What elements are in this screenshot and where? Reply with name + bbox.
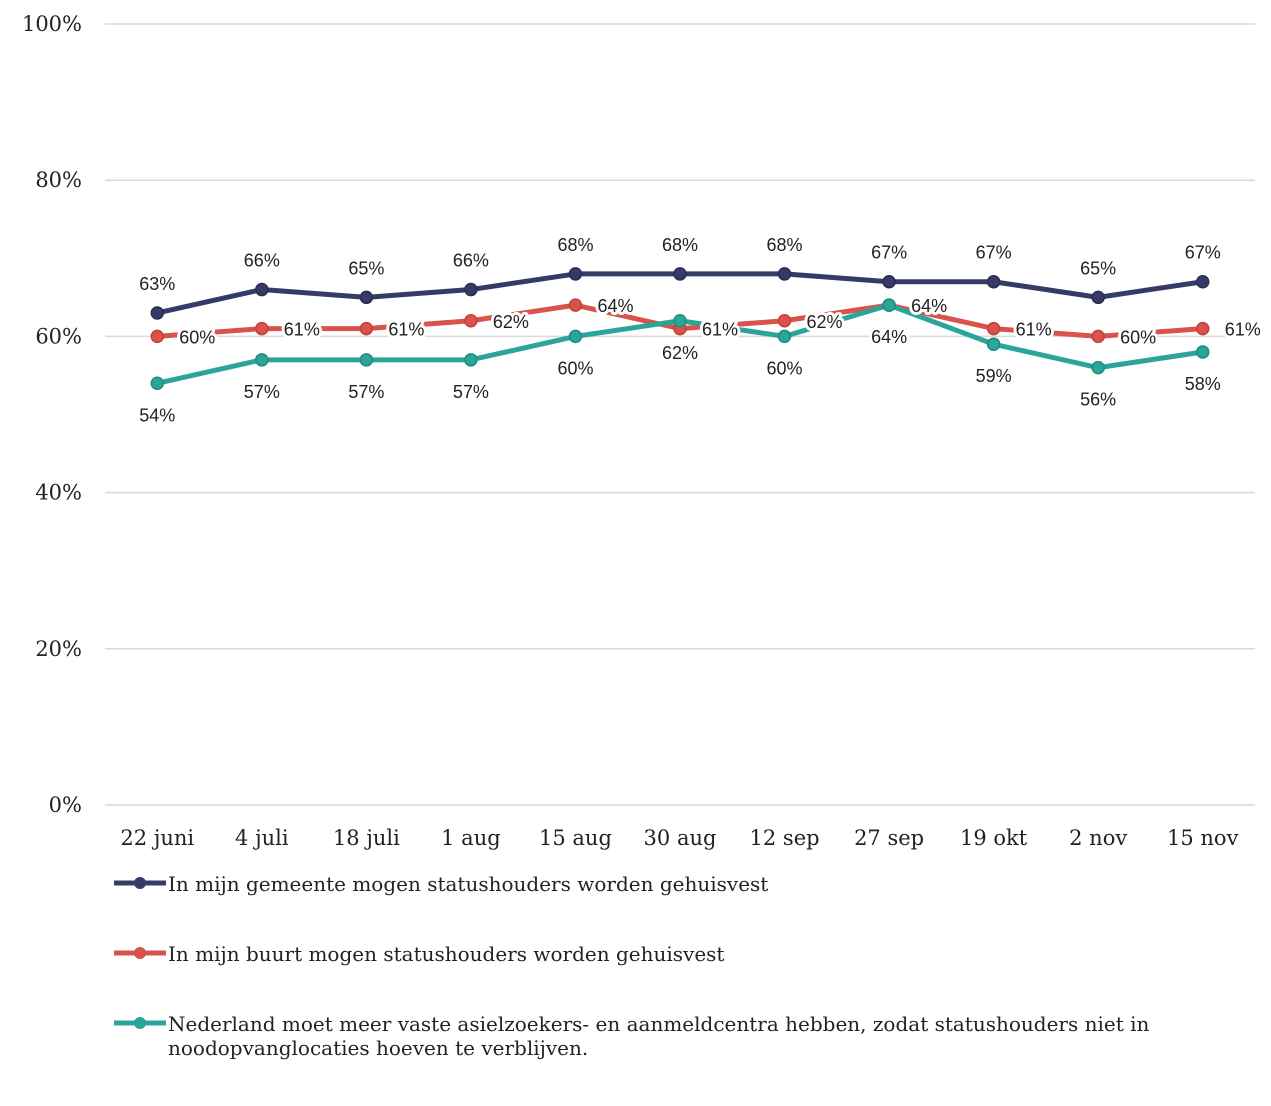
x-tick-label: 4 juli xyxy=(235,826,289,850)
data-point xyxy=(255,321,269,336)
data-label: 59% xyxy=(976,366,1012,386)
legend-item: Nederland moet meer vaste asielzoekers- … xyxy=(112,1012,1202,1060)
data-point xyxy=(777,267,792,281)
data-point xyxy=(777,314,792,328)
data-label: 67% xyxy=(871,243,907,263)
y-tick-label: 60% xyxy=(35,324,82,348)
data-label: 61% xyxy=(388,320,424,340)
data-point xyxy=(673,314,687,328)
data-label: 61% xyxy=(284,320,320,340)
legend-label: In mijn gemeente mogen statushouders wor… xyxy=(168,872,769,896)
data-label: 54% xyxy=(139,405,175,425)
data-point xyxy=(150,376,165,391)
data-label: 61% xyxy=(1225,320,1261,340)
data-label: 61% xyxy=(1016,320,1052,340)
data-label: 57% xyxy=(244,382,280,402)
data-point xyxy=(255,353,269,367)
data-label: 64% xyxy=(871,327,907,347)
data-label: 56% xyxy=(1080,390,1116,410)
data-label: 66% xyxy=(244,251,280,271)
data-label: 60% xyxy=(1120,327,1156,347)
data-point xyxy=(464,353,478,367)
data-point xyxy=(255,282,269,297)
data-point xyxy=(568,267,583,281)
data-point xyxy=(359,321,374,336)
x-tick-label: 2 nov xyxy=(1069,826,1127,850)
chart: 0% 20% 40% 60% 80% 100% 22 juni 4 juli 18 juli 1 … xyxy=(21,12,1261,850)
legend-marker xyxy=(114,1017,166,1029)
data-point xyxy=(986,337,1001,351)
data-label: 60% xyxy=(557,358,593,378)
data-point xyxy=(150,329,165,344)
page: {"chart_data": {"type": "line", "categor… xyxy=(21,12,1261,1060)
legend-dot xyxy=(134,1017,146,1029)
data-point xyxy=(882,274,896,289)
data-label: 60% xyxy=(767,358,803,378)
data-label: 66% xyxy=(453,251,489,271)
data-point xyxy=(568,298,583,312)
data-point xyxy=(1195,274,1210,289)
data-label: 57% xyxy=(348,382,384,402)
data-label: 62% xyxy=(807,312,843,332)
legend-marker xyxy=(114,947,166,959)
data-label: 67% xyxy=(1185,243,1221,263)
data-point xyxy=(1091,360,1105,375)
data-label: 57% xyxy=(453,382,489,402)
data-label: 61% xyxy=(702,320,738,340)
legend-marker xyxy=(114,877,166,889)
legend-dot xyxy=(134,947,146,959)
data-point xyxy=(568,329,583,344)
data-label: 64% xyxy=(911,296,947,316)
data-point xyxy=(882,298,896,312)
legend-label: In mijn buurt mogen statushouders worden… xyxy=(168,942,725,966)
x-tick-label: 18 juli xyxy=(333,826,400,850)
data-label: 60% xyxy=(179,327,215,347)
legend: In mijn gemeente mogen statushouders wor… xyxy=(112,872,1202,1106)
data-point xyxy=(673,267,687,281)
data-label: 62% xyxy=(493,312,529,332)
y-tick-label: 100% xyxy=(22,12,82,36)
data-point xyxy=(1195,321,1210,336)
x-tick-label: 30 aug xyxy=(644,826,717,850)
y-tick-label: 80% xyxy=(35,168,82,192)
data-point xyxy=(150,306,165,320)
data-label: 68% xyxy=(557,235,593,255)
data-label: 63% xyxy=(139,274,175,294)
legend-item: In mijn gemeente mogen statushouders wor… xyxy=(112,872,1202,896)
data-label: 68% xyxy=(662,235,698,255)
x-tick-label: 22 juni xyxy=(120,826,194,850)
data-point xyxy=(986,274,1001,289)
x-tick-label: 15 nov xyxy=(1167,826,1239,850)
data-label: 58% xyxy=(1185,374,1221,394)
data-point xyxy=(777,329,792,344)
x-tick-label: 19 okt xyxy=(960,826,1028,850)
data-label: 67% xyxy=(976,243,1012,263)
x-tick-label: 12 sep xyxy=(750,826,820,850)
data-label: 64% xyxy=(597,296,633,316)
data-point xyxy=(464,282,478,297)
legend-label: Nederland moet meer vaste asielzoekers- … xyxy=(168,1012,1150,1060)
data-point xyxy=(1091,329,1105,344)
y-tick-label: 40% xyxy=(35,481,82,505)
data-label: 68% xyxy=(767,235,803,255)
data-point xyxy=(359,353,374,367)
data-label: 65% xyxy=(348,258,384,278)
x-tick-label: 15 aug xyxy=(539,826,612,850)
data-label: 62% xyxy=(662,343,698,363)
data-point xyxy=(359,290,374,305)
data-point xyxy=(464,314,478,328)
data-point xyxy=(1195,345,1210,359)
data-point xyxy=(1091,290,1105,305)
x-tick-label: 27 sep xyxy=(854,826,924,850)
x-tick-label: 1 aug xyxy=(441,826,501,850)
data-point xyxy=(986,321,1001,336)
data-label: 65% xyxy=(1080,258,1116,278)
legend-item: In mijn buurt mogen statushouders worden… xyxy=(112,942,1202,966)
y-tick-label: 0% xyxy=(49,793,82,817)
y-tick-label: 20% xyxy=(35,637,82,661)
legend-dot xyxy=(134,877,146,889)
